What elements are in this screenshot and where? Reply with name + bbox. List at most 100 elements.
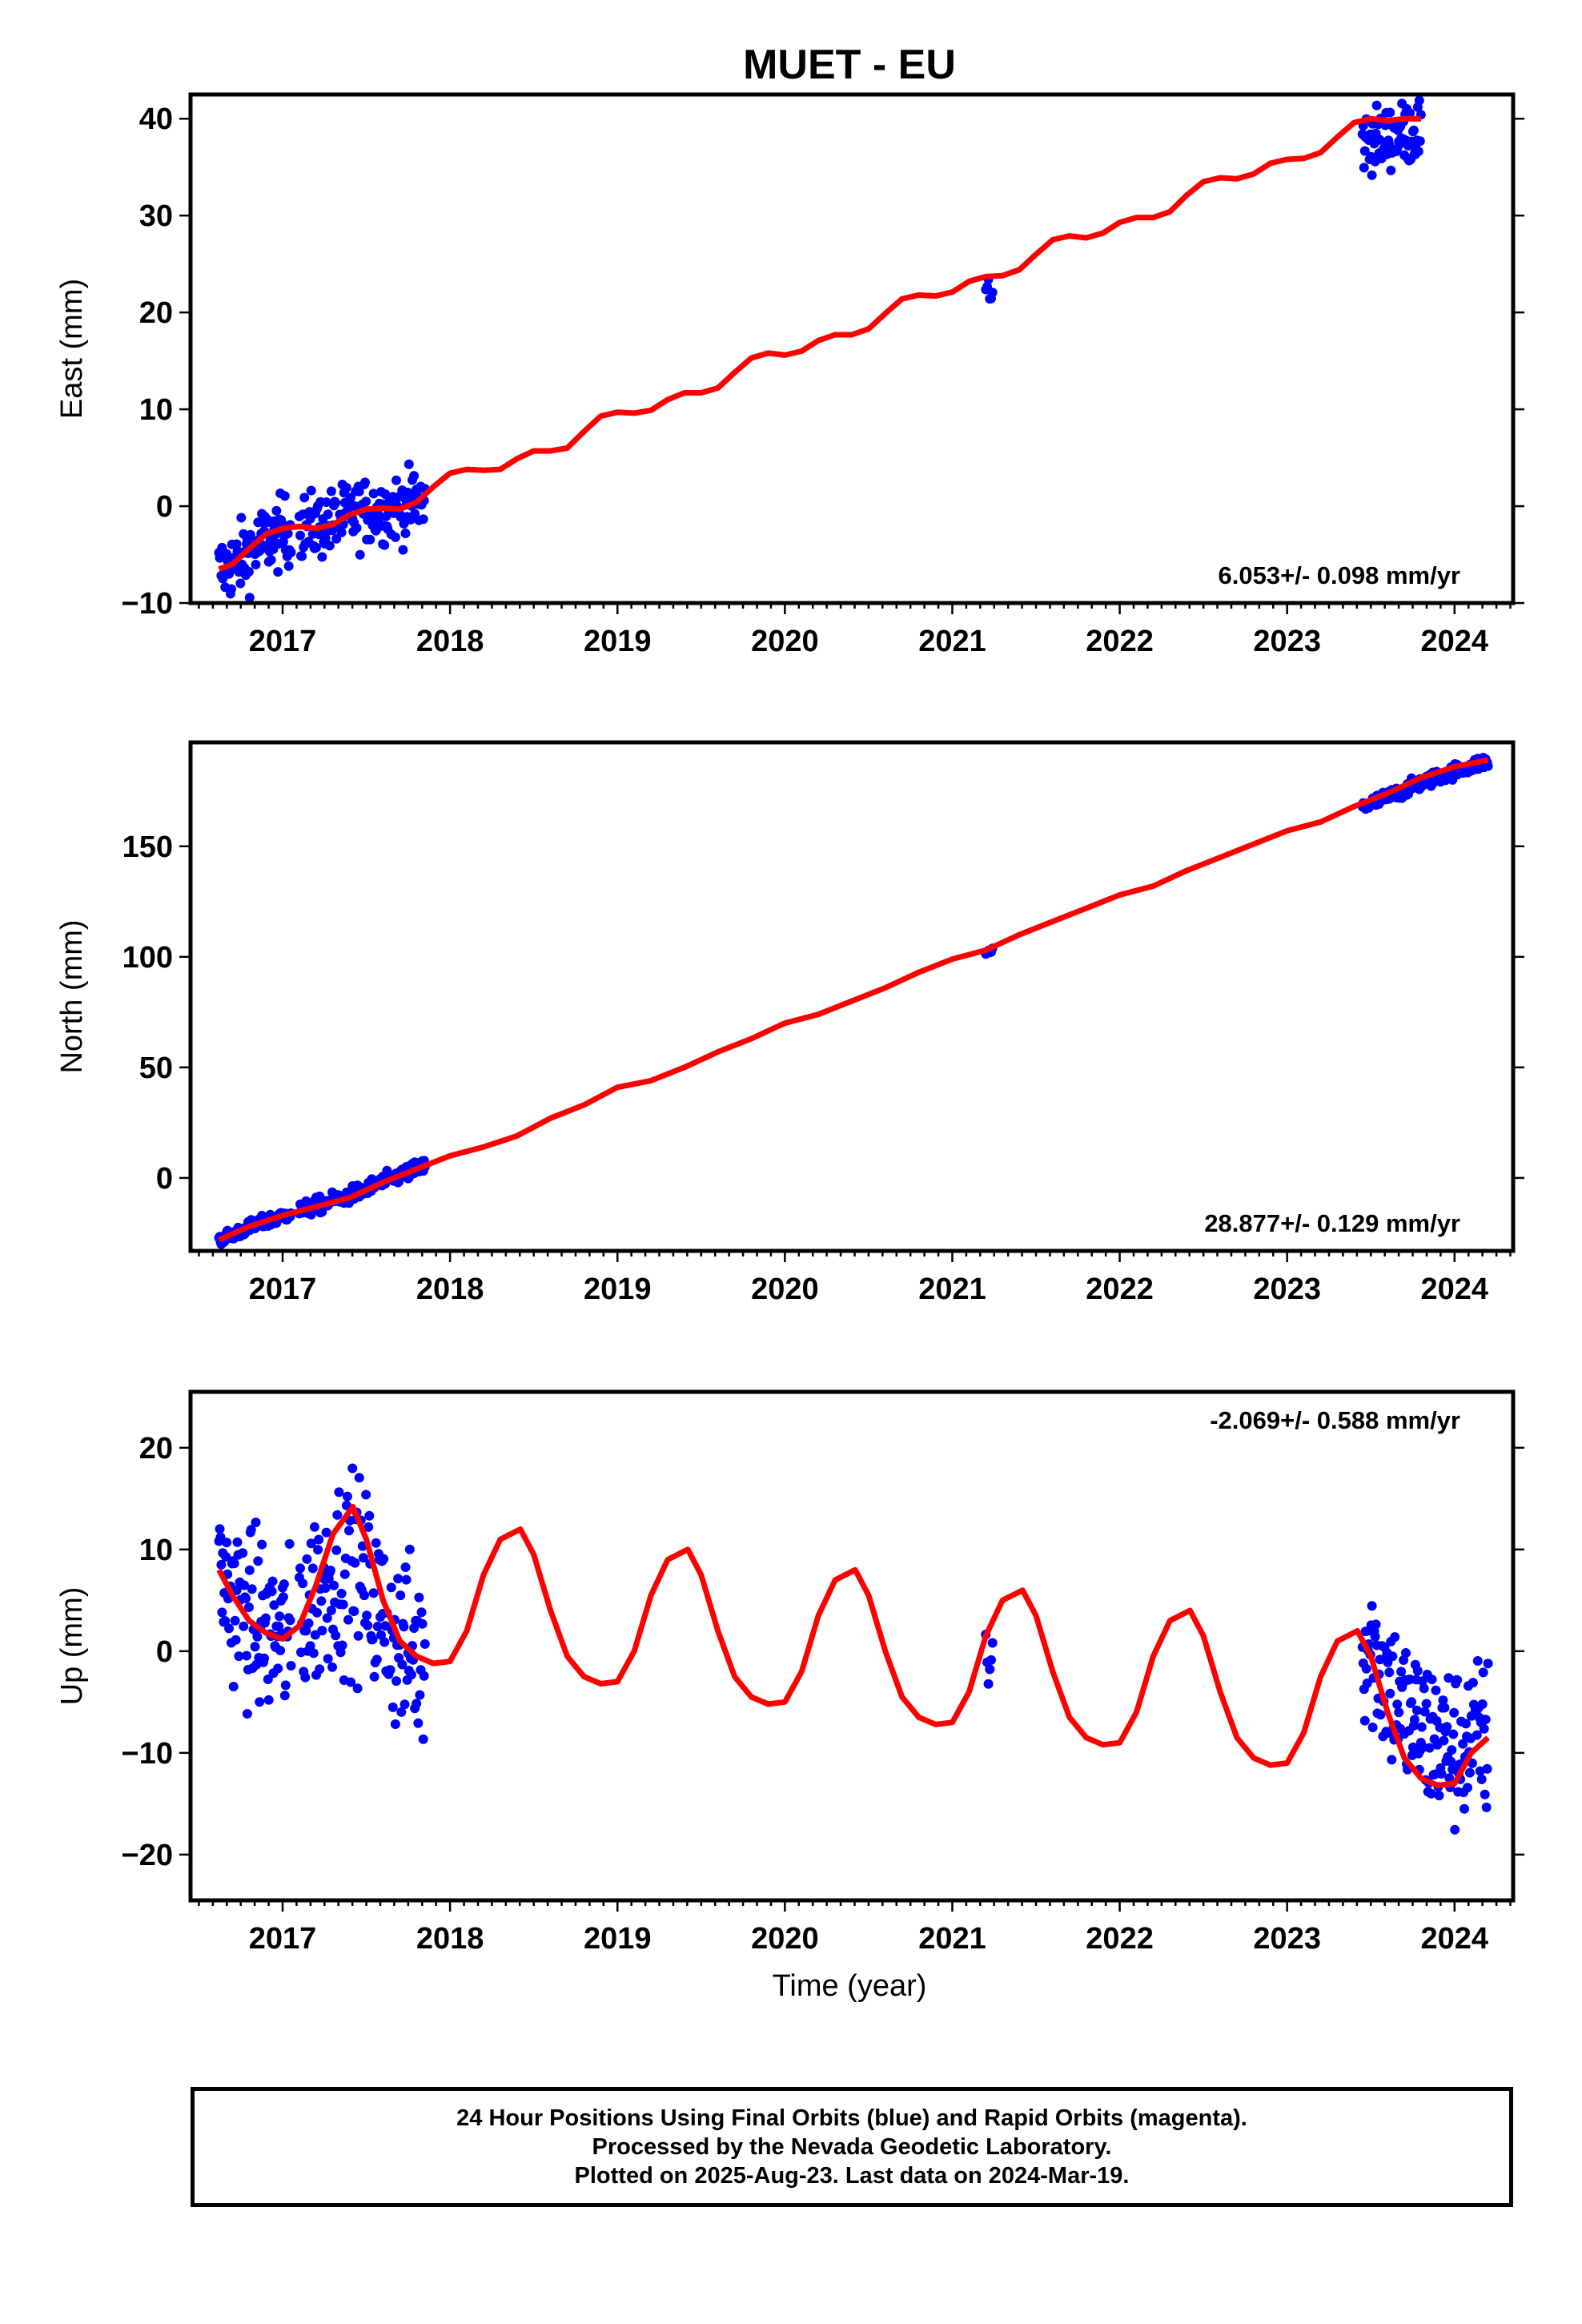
data-point [1444, 0, 1454, 5]
data-point [1408, 125, 1419, 135]
data-point [222, 1538, 232, 1548]
data-point [420, 1638, 430, 1649]
data-point [1454, 0, 1464, 5]
data-point [419, 1671, 429, 1681]
data-point [1419, 0, 1428, 5]
x-tick-label: 2019 [584, 625, 652, 658]
data-point [1424, 1743, 1435, 1753]
data-point [242, 1651, 251, 1661]
data-point [1439, 1703, 1450, 1713]
data-point [278, 1592, 288, 1602]
data-point [238, 1548, 248, 1558]
y-tick-label: 50 [139, 1051, 173, 1085]
data-point [1458, 1739, 1468, 1749]
y-tick-label: 10 [139, 1534, 173, 1567]
data-point [303, 1618, 314, 1628]
y-tick-label: 20 [139, 296, 173, 330]
data-point [1367, 1723, 1378, 1732]
data-point [1434, 1791, 1444, 1801]
data-point [391, 1676, 401, 1687]
data-point [354, 486, 364, 497]
data-point [255, 1697, 265, 1707]
data-point [329, 1580, 339, 1590]
data-point [1431, 0, 1441, 5]
data-point [1422, 0, 1431, 5]
data-point [1480, 1789, 1490, 1799]
data-point [1448, 0, 1458, 5]
data-point [1421, 1699, 1431, 1709]
data-point [285, 1615, 295, 1626]
data-point [1411, 1705, 1422, 1715]
data-point [321, 1527, 331, 1538]
figure-title: MUET - EU [743, 42, 956, 88]
x-tick-label: 2020 [751, 1922, 819, 1956]
data-point [1437, 0, 1447, 5]
plot-frame [188, 1389, 1516, 1903]
data-point [242, 1709, 252, 1719]
data-point [390, 532, 400, 542]
x-tick-label: 2018 [416, 1273, 484, 1306]
data-point [297, 551, 307, 561]
data-point [1473, 0, 1483, 5]
north-panel: 2017 2018 2019 2020 2021 2022 2023 2024 0 50 100 15… [55, 740, 1524, 1306]
y-tick-label: 150 [122, 830, 173, 864]
data-point [1462, 0, 1472, 5]
data-point [300, 1672, 311, 1683]
data-point [263, 1695, 274, 1705]
y-tick-label: −10 [122, 587, 173, 621]
data-point [1458, 0, 1468, 5]
data-point [253, 1556, 263, 1566]
data-point [1425, 0, 1435, 5]
data-point [1401, 1648, 1411, 1658]
data-point [1371, 100, 1382, 111]
data-point [302, 1554, 312, 1564]
data-point [1463, 0, 1472, 5]
rate-annotation: -2.069+/- 0.588 mm/yr [1210, 1406, 1460, 1434]
x-tick-label: 2023 [1253, 625, 1321, 658]
data-point [1428, 0, 1438, 5]
data-point [1413, 147, 1423, 156]
data-point [316, 1596, 327, 1606]
data-point [1460, 0, 1469, 5]
data-point [409, 1623, 420, 1633]
data-point [352, 1683, 363, 1694]
data-point [1446, 0, 1456, 5]
data-point [326, 1605, 336, 1615]
data-point [1483, 1659, 1493, 1669]
data-point [1443, 1673, 1454, 1683]
data-point [361, 497, 371, 507]
footer-line-dates: Plotted on 2025-Aug-23. Last data on 202… [574, 2163, 1130, 2189]
x-tick-label: 2020 [751, 1273, 819, 1306]
data-point [232, 1537, 243, 1547]
y-axis-label: East (mm) [55, 279, 89, 419]
data-point [1375, 135, 1385, 145]
east-panel: 2017 2018 2019 2020 2021 2022 2023 2024 −10 0 10 20… [55, 0, 1524, 658]
data-point [1455, 0, 1464, 5]
data-point [1359, 1715, 1370, 1726]
data-point [1387, 1755, 1397, 1765]
data-point [416, 1607, 427, 1618]
data-point [367, 1634, 378, 1645]
data-point [284, 1538, 295, 1549]
data-point [275, 1646, 286, 1655]
x-tick-label: 2018 [416, 625, 484, 658]
y-tick-label: 10 [139, 393, 173, 427]
data-point [362, 1610, 372, 1621]
data-point [1431, 1685, 1441, 1695]
data-point [323, 509, 333, 520]
data-point [1367, 1601, 1377, 1611]
data-point [1472, 0, 1482, 5]
data-point [306, 485, 316, 496]
x-tick-label: 2024 [1421, 625, 1489, 658]
data-point [1478, 1667, 1488, 1678]
data-point [344, 1526, 354, 1536]
x-tick-label: 2024 [1421, 1922, 1489, 1956]
data-point [1362, 1679, 1372, 1688]
data-point [267, 1586, 277, 1597]
data-point [274, 1621, 284, 1631]
data-point [322, 1613, 332, 1623]
data-point [1439, 0, 1449, 5]
data-point [1421, 0, 1431, 5]
x-tick-label: 2023 [1253, 1273, 1321, 1306]
data-point [1427, 0, 1437, 5]
